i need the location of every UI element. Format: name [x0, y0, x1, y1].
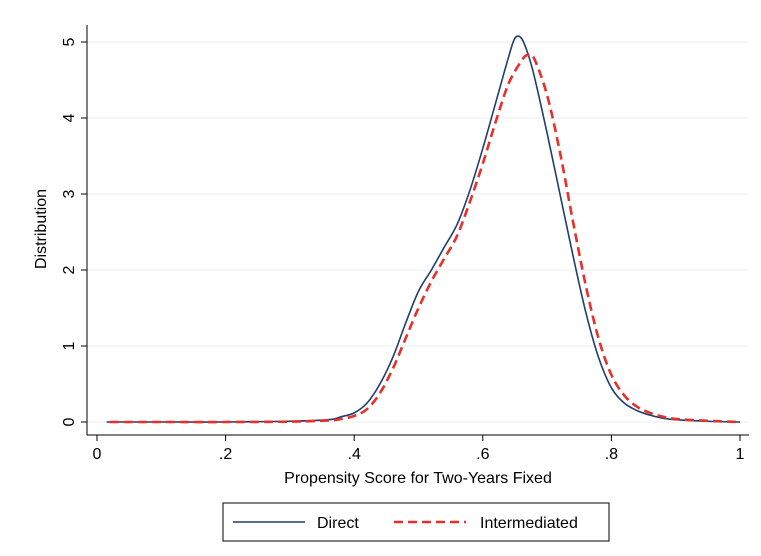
- plot-area: [87, 25, 749, 435]
- y-tick-label: 4: [61, 113, 78, 122]
- x-tick-label: .8: [605, 446, 618, 463]
- legend: Direct Intermediated: [222, 502, 610, 542]
- series-layer: [106, 35, 741, 424]
- x-tick-label: .2: [219, 446, 232, 463]
- x-axis-title: Propensity Score for Two-Years Fixed: [284, 470, 552, 487]
- series-line-intermediated: [109, 52, 741, 424]
- legend-label-direct: Direct: [317, 515, 359, 532]
- legend-label-intermediated: Intermediated: [480, 515, 578, 532]
- series-line-direct: [106, 35, 741, 423]
- y-tick-label: 5: [61, 37, 78, 46]
- y-axis-title: Distribution: [33, 189, 50, 269]
- x-tick-label: 0: [93, 446, 102, 463]
- x-tick-label: .4: [348, 446, 361, 463]
- y-tick-label: 0: [61, 417, 78, 426]
- axis-ticks: 0 1 2 3 4 5 0 .2 .4 .6 .8 1: [61, 37, 744, 463]
- x-tick-label: 1: [736, 446, 745, 463]
- y-tick-label: 2: [61, 265, 78, 274]
- y-tick-label: 3: [61, 189, 78, 198]
- y-tick-label: 1: [61, 341, 78, 350]
- grid-lines: [87, 41, 749, 423]
- x-tick-label: .6: [476, 446, 489, 463]
